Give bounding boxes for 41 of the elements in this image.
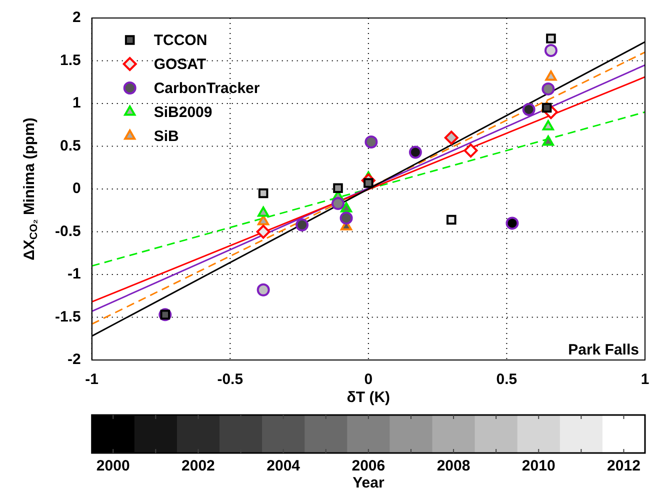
x-tick-label: -0.5 bbox=[217, 371, 244, 388]
y-tick-label: -1 bbox=[68, 266, 81, 283]
point bbox=[506, 216, 519, 230]
legend-label: SiB bbox=[154, 128, 180, 146]
y-tick-label: -1.5 bbox=[54, 308, 81, 326]
legend-label: CarbonTracker bbox=[154, 80, 260, 98]
point bbox=[546, 34, 556, 44]
y-tick-label: 0.5 bbox=[60, 137, 81, 154]
x-axis-title: δT (K) bbox=[346, 389, 390, 406]
y-tick-label: -2 bbox=[68, 351, 81, 368]
x-tick-label: 1 bbox=[640, 371, 650, 388]
y-tick-label: -0.5 bbox=[54, 222, 81, 240]
legend-label: GOSAT bbox=[154, 56, 206, 74]
color-bar-title: Year bbox=[352, 474, 384, 492]
color-bar-label: 2002 bbox=[182, 458, 215, 475]
color-bar-label: 2006 bbox=[352, 458, 386, 475]
color-bar-label: 2012 bbox=[607, 458, 640, 475]
y-tick-label: 1.5 bbox=[60, 52, 81, 69]
x-tick-label: -1 bbox=[85, 371, 99, 388]
point bbox=[332, 197, 344, 210]
annotation: Park Falls bbox=[568, 342, 639, 359]
color-bar-label: 2004 bbox=[266, 458, 301, 475]
point bbox=[408, 146, 422, 159]
color-bar-label: 2000 bbox=[96, 458, 130, 475]
point bbox=[542, 135, 554, 146]
legend-label: SiB2009 bbox=[154, 104, 212, 122]
point bbox=[340, 202, 352, 212]
x-tick-label: 0 bbox=[364, 371, 373, 388]
x-tick-label: 0.5 bbox=[496, 371, 518, 388]
point bbox=[542, 82, 555, 96]
y-tick-label: 2 bbox=[72, 9, 81, 26]
color-bar-label: 2008 bbox=[436, 458, 470, 475]
legend-label: TCCON bbox=[154, 32, 208, 50]
y-tick-label: 0 bbox=[72, 180, 81, 198]
y-tick-label: 1 bbox=[72, 94, 81, 112]
point bbox=[464, 144, 478, 158]
point bbox=[446, 214, 456, 225]
color-bar-label: 2010 bbox=[522, 458, 556, 475]
y-axis-title: ΔXCO₂ Minima (ppm) bbox=[20, 118, 40, 260]
point bbox=[333, 183, 343, 194]
point bbox=[522, 102, 536, 116]
